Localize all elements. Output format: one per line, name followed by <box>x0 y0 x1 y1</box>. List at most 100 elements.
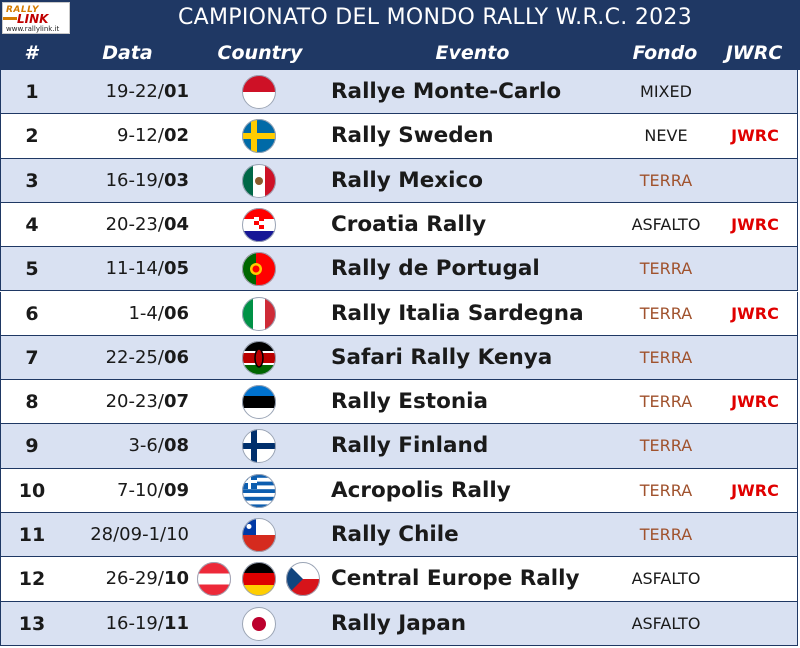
event-name: Rally Sweden <box>331 123 494 149</box>
surface-type: TERRA <box>639 347 693 367</box>
croatia-flag-icon <box>242 207 276 242</box>
round-number: 7 <box>25 346 39 369</box>
round-number: 6 <box>25 302 39 325</box>
japan-flag-icon <box>242 606 276 641</box>
event-date: 3-6/08 <box>128 435 189 457</box>
table-row: 9 3-6/08 Rally Finland TERRA <box>0 424 798 469</box>
event-name: Acropolis Rally <box>331 477 511 503</box>
surface-type: TERRA <box>639 392 693 412</box>
jwrc-badge <box>713 424 797 468</box>
surface-type: TERRA <box>639 436 693 456</box>
table-row: 12 26-29/10 Central Europe Rally ASFALTO <box>0 557 798 602</box>
surface-type: TERRA <box>639 525 693 544</box>
jwrc-badge: JWRC <box>731 392 779 412</box>
czechia-flag-icon <box>286 562 320 597</box>
jwrc-badge: JWRC <box>731 480 779 500</box>
logo-url: www.rallylink.it <box>6 25 60 33</box>
table-row: 10 7-10/09 Acropolis Rally TERRA JWRC <box>0 468 798 513</box>
surface-type: TERRA <box>639 480 693 500</box>
surface-type: ASFALTO <box>631 569 701 589</box>
jwrc-badge: JWRC <box>731 214 779 234</box>
event-name: Rally Estonia <box>331 389 489 415</box>
italy-flag-icon <box>242 296 276 331</box>
jwrc-badge <box>713 602 797 646</box>
header-num: # <box>24 42 38 64</box>
table-row: 4 20-23/04 Croatia Rally ASFALTO JWRC <box>0 202 798 248</box>
round-number: 13 <box>18 612 46 635</box>
table-row: 8 20-23/07 Rally Estonia TERRA JWRC <box>0 380 798 425</box>
event-name: Safari Rally Kenya <box>331 344 553 370</box>
chile-flag-icon <box>242 518 276 552</box>
germany-flag-icon <box>242 562 276 597</box>
event-date: 16-19/03 <box>105 169 189 191</box>
header-country: Country <box>217 42 303 64</box>
table-row: 11 28/09-1/10 Rally Chile TERRA <box>0 513 798 558</box>
logo-word-2: LINK <box>17 12 49 26</box>
event-name: Rally Mexico <box>331 167 484 193</box>
event-date: 9-12/02 <box>117 125 189 147</box>
surface-type: TERRA <box>639 303 693 323</box>
header-date: Data <box>102 42 153 64</box>
surface-type: NEVE <box>644 126 688 146</box>
monaco-flag-icon <box>242 75 276 109</box>
round-number: 11 <box>18 524 46 546</box>
jwrc-badge <box>713 159 797 203</box>
event-name: Rally Italia Sardegna <box>331 300 584 326</box>
table-row: 6 1-4/06 Rally Italia Sardegna TERRA JWRC <box>0 291 798 336</box>
austria-flag-icon <box>197 562 231 597</box>
round-number: 12 <box>18 568 46 591</box>
kenya-flag-icon <box>242 340 276 375</box>
event-name: Rally Chile <box>331 522 459 547</box>
event-date: 7-10/09 <box>117 479 189 501</box>
round-number: 3 <box>25 169 39 192</box>
event-date: 1-4/06 <box>128 302 189 324</box>
greece-flag-icon <box>242 473 276 508</box>
jwrc-badge <box>713 336 797 380</box>
surface-type: ASFALTO <box>631 613 701 633</box>
page-title: CAMPIONATO DEL MONDO RALLY W.R.C. 2023 <box>177 5 693 30</box>
jwrc-badge <box>713 247 797 291</box>
event-name: Rally Japan <box>331 610 467 636</box>
event-date: 20-23/04 <box>105 213 189 235</box>
table-row: 1 19-22/01 Rallye Monte-Carlo MIXED <box>0 70 798 115</box>
surface-type: MIXED <box>640 82 692 101</box>
table-header: # Data Country Evento Fondo JWRC <box>0 36 800 70</box>
round-number: 10 <box>18 479 46 502</box>
round-number: 9 <box>25 435 39 458</box>
table-row: 3 16-19/03 Rally Mexico TERRA <box>0 158 798 203</box>
round-number: 5 <box>25 258 39 281</box>
event-date: 11-14/05 <box>105 258 189 280</box>
event-date: 28/09-1/10 <box>90 524 189 545</box>
estonia-flag-icon <box>242 385 276 420</box>
header-surface: Fondo <box>632 42 698 64</box>
title-bar: RALLY LINK www.rallylink.it CAMPIONATO D… <box>0 0 800 36</box>
event-name: Croatia Rally <box>331 211 487 237</box>
jwrc-badge: JWRC <box>731 126 779 146</box>
sweden-flag-icon <box>242 119 276 154</box>
portugal-flag-icon <box>242 252 276 287</box>
table-row: 13 16-19/11 Rally Japan ASFALTO <box>0 601 798 646</box>
jwrc-badge: JWRC <box>731 303 779 323</box>
round-number: 8 <box>25 391 39 414</box>
event-date: 26-29/10 <box>105 568 189 590</box>
event-name: Central Europe Rally <box>331 566 580 592</box>
surface-type: TERRA <box>639 170 693 190</box>
round-number: 4 <box>25 213 39 236</box>
table-row: 5 11-14/05 Rally de Portugal TERRA <box>0 247 798 292</box>
round-number: 2 <box>25 125 39 148</box>
event-date: 22-25/06 <box>105 346 189 368</box>
jwrc-badge <box>713 557 797 601</box>
jwrc-badge <box>713 513 797 557</box>
surface-type: TERRA <box>639 259 693 279</box>
header-jwrc: JWRC <box>725 42 783 64</box>
logo-word-1: RALLY <box>6 5 39 15</box>
surface-type: ASFALTO <box>631 214 701 234</box>
header-event: Evento <box>435 42 510 64</box>
rallylink-logo: RALLY LINK www.rallylink.it <box>2 2 70 34</box>
event-name: Rally de Portugal <box>331 256 540 282</box>
event-date: 20-23/07 <box>105 391 189 413</box>
event-name: Rallye Monte-Carlo <box>331 79 562 104</box>
event-name: Rally Finland <box>331 433 489 459</box>
table-row: 7 22-25/06 Safari Rally Kenya TERRA <box>0 335 798 381</box>
